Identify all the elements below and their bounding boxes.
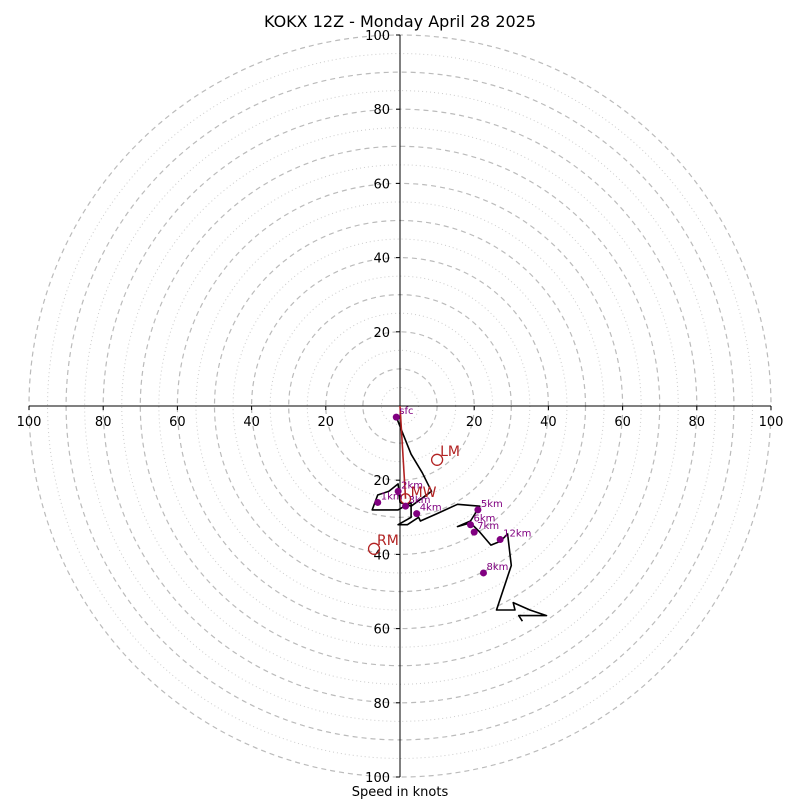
hodograph-line (371, 416, 548, 622)
x-tick-label: 40 (540, 415, 557, 430)
height-marker-6km (466, 521, 474, 529)
height-label-sfc: sfc (399, 406, 413, 417)
height-marker-2km (394, 487, 402, 495)
y-tick-label: 60 (373, 177, 390, 192)
x-tick-label: 60 (169, 415, 186, 430)
x-tick-label: 100 (759, 415, 784, 430)
x-tick-label: 100 (17, 415, 42, 430)
x-tick-label: 20 (318, 415, 335, 430)
mean-wind-vector (399, 405, 407, 499)
height-marker-3km (402, 502, 410, 510)
y-tick-label: 40 (373, 548, 390, 563)
x-tick-label: 20 (466, 415, 483, 430)
y-tick-label: 60 (373, 623, 390, 638)
storm-motion-lm-label: LM (440, 444, 460, 460)
height-label-7km: 7km (477, 521, 499, 532)
x-tick-label: 80 (689, 415, 706, 430)
height-marker-7km (470, 528, 478, 536)
storm-motion-rm-marker (367, 542, 381, 555)
chart-title: KOKX 12Z - Monday April 28 2025 (264, 12, 536, 31)
x-tick-label: 80 (95, 415, 112, 430)
y-tick-label: 100 (365, 771, 390, 786)
height-label-3km: 3km (409, 495, 431, 506)
height-label-2km: 2km (401, 480, 423, 491)
height-label-5km: 5km (481, 499, 503, 510)
storm-motion-markers: LM MW RM (367, 405, 460, 555)
height-marker-4km (413, 510, 421, 518)
y-tick-label: 40 (373, 252, 390, 267)
x-tick-label: 40 (243, 415, 260, 430)
height-label-4km: 4km (420, 503, 442, 514)
y-tick-label: 80 (373, 697, 390, 712)
y-tick-label: 20 (373, 474, 390, 489)
height-marker-8km (479, 569, 487, 577)
hodograph-trace (371, 416, 548, 622)
height-label-6km: 6km (473, 514, 495, 525)
height-marker-12km (496, 536, 504, 544)
height-marker-1km (374, 498, 382, 506)
height-label-8km: 8km (486, 562, 508, 573)
storm-motion-lm-marker (430, 453, 444, 466)
y-tick-label: 100 (365, 29, 390, 44)
y-tick-label: 20 (373, 326, 390, 341)
storm-motion-rm-label: RM (377, 533, 399, 549)
storm-motion-mw-label: MW (411, 485, 437, 501)
tick-labels: 100 80 60 40 20 20 40 60 80 100 100 80 60 40 20 20 40 60 8… (17, 29, 784, 786)
height-label-12km: 12km (503, 529, 531, 540)
x-tick-label: 60 (614, 415, 631, 430)
height-label-1km: 1km (381, 491, 403, 502)
y-tick-label: 80 (373, 103, 390, 118)
height-marker-5km (474, 506, 482, 514)
x-axis-label: Speed in knots (352, 785, 449, 800)
height-marker-sfc (392, 413, 400, 421)
